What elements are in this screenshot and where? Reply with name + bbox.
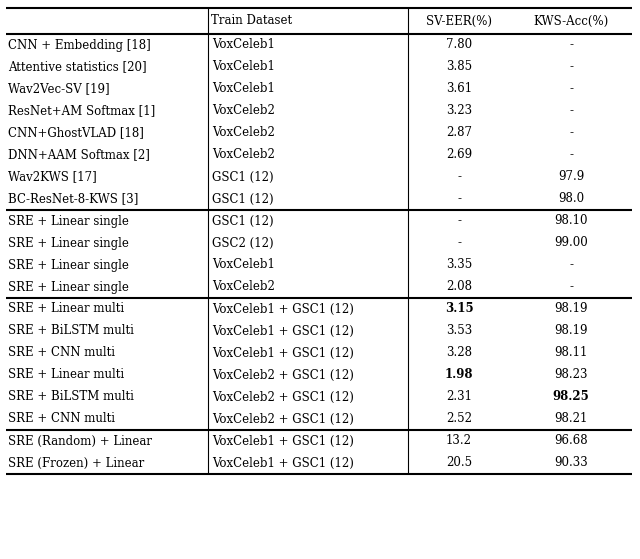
Text: SV-EER(%): SV-EER(%)	[426, 15, 492, 27]
Text: VoxCeleb2 + GSC1 (12): VoxCeleb2 + GSC1 (12)	[212, 391, 354, 404]
Text: SRE + Linear single: SRE + Linear single	[8, 236, 129, 249]
Text: -: -	[569, 149, 573, 162]
Text: VoxCeleb2 + GSC1 (12): VoxCeleb2 + GSC1 (12)	[212, 368, 354, 381]
Text: SRE + Linear single: SRE + Linear single	[8, 215, 129, 228]
Text: 98.25: 98.25	[552, 391, 589, 404]
Text: GSC1 (12): GSC1 (12)	[212, 192, 274, 206]
Text: 98.23: 98.23	[554, 368, 588, 381]
Text: 98.21: 98.21	[554, 413, 588, 425]
Text: 2.87: 2.87	[446, 126, 472, 140]
Text: -: -	[569, 83, 573, 96]
Text: CNN+GhostVLAD [18]: CNN+GhostVLAD [18]	[8, 126, 144, 140]
Text: KWS-Acc(%): KWS-Acc(%)	[533, 15, 609, 27]
Text: -: -	[569, 39, 573, 51]
Text: 3.61: 3.61	[446, 83, 472, 96]
Text: VoxCeleb1 + GSC1 (12): VoxCeleb1 + GSC1 (12)	[212, 325, 354, 338]
Text: 2.69: 2.69	[446, 149, 472, 162]
Text: SRE + CNN multi: SRE + CNN multi	[8, 347, 115, 359]
Text: VoxCeleb1: VoxCeleb1	[212, 39, 275, 51]
Text: SRE (Random) + Linear: SRE (Random) + Linear	[8, 434, 152, 448]
Text: VoxCeleb1: VoxCeleb1	[212, 83, 275, 96]
Text: GSC1 (12): GSC1 (12)	[212, 215, 274, 228]
Text: VoxCeleb1: VoxCeleb1	[212, 60, 275, 73]
Text: -: -	[457, 170, 461, 183]
Text: VoxCeleb1 + GSC1 (12): VoxCeleb1 + GSC1 (12)	[212, 457, 354, 470]
Text: VoxCeleb2: VoxCeleb2	[212, 105, 275, 117]
Text: 1.98: 1.98	[445, 368, 473, 381]
Text: VoxCeleb1 + GSC1 (12): VoxCeleb1 + GSC1 (12)	[212, 302, 354, 315]
Text: Train Dataset: Train Dataset	[211, 15, 292, 27]
Text: -: -	[569, 258, 573, 272]
Text: SRE + Linear multi: SRE + Linear multi	[8, 368, 124, 381]
Text: VoxCeleb1 + GSC1 (12): VoxCeleb1 + GSC1 (12)	[212, 434, 354, 448]
Text: 20.5: 20.5	[446, 457, 472, 470]
Text: GSC2 (12): GSC2 (12)	[212, 236, 274, 249]
Text: -: -	[569, 105, 573, 117]
Text: VoxCeleb2: VoxCeleb2	[212, 149, 275, 162]
Text: 2.31: 2.31	[446, 391, 472, 404]
Text: 3.35: 3.35	[446, 258, 472, 272]
Text: 99.00: 99.00	[554, 236, 588, 249]
Text: -: -	[569, 281, 573, 293]
Text: DNN+AAM Softmax [2]: DNN+AAM Softmax [2]	[8, 149, 150, 162]
Text: CNN + Embedding [18]: CNN + Embedding [18]	[8, 39, 151, 51]
Text: SRE (Frozen) + Linear: SRE (Frozen) + Linear	[8, 457, 144, 470]
Text: VoxCeleb1 + GSC1 (12): VoxCeleb1 + GSC1 (12)	[212, 347, 354, 359]
Text: SRE + Linear single: SRE + Linear single	[8, 258, 129, 272]
Text: 3.85: 3.85	[446, 60, 472, 73]
Text: 97.9: 97.9	[558, 170, 584, 183]
Text: GSC1 (12): GSC1 (12)	[212, 170, 274, 183]
Text: 2.52: 2.52	[446, 413, 472, 425]
Text: SRE + CNN multi: SRE + CNN multi	[8, 413, 115, 425]
Text: SRE + Linear multi: SRE + Linear multi	[8, 302, 124, 315]
Text: VoxCeleb2: VoxCeleb2	[212, 126, 275, 140]
Text: VoxCeleb1: VoxCeleb1	[212, 258, 275, 272]
Text: 3.15: 3.15	[445, 302, 474, 315]
Text: BC-ResNet-8-KWS [3]: BC-ResNet-8-KWS [3]	[8, 192, 138, 206]
Text: Wav2Vec-SV [19]: Wav2Vec-SV [19]	[8, 83, 109, 96]
Text: 7.80: 7.80	[446, 39, 472, 51]
Text: VoxCeleb2 + GSC1 (12): VoxCeleb2 + GSC1 (12)	[212, 413, 354, 425]
Text: SRE + Linear single: SRE + Linear single	[8, 281, 129, 293]
Text: 98.19: 98.19	[554, 325, 588, 338]
Text: 3.28: 3.28	[446, 347, 472, 359]
Text: 90.33: 90.33	[554, 457, 588, 470]
Text: SRE + BiLSTM multi: SRE + BiLSTM multi	[8, 391, 134, 404]
Text: 96.68: 96.68	[554, 434, 588, 448]
Text: 13.2: 13.2	[446, 434, 472, 448]
Text: -: -	[457, 192, 461, 206]
Text: -: -	[457, 236, 461, 249]
Text: ResNet+AM Softmax [1]: ResNet+AM Softmax [1]	[8, 105, 156, 117]
Text: 98.19: 98.19	[554, 302, 588, 315]
Text: -: -	[569, 60, 573, 73]
Text: Wav2KWS [17]: Wav2KWS [17]	[8, 170, 97, 183]
Text: -: -	[457, 215, 461, 228]
Text: 98.0: 98.0	[558, 192, 584, 206]
Text: 3.53: 3.53	[446, 325, 472, 338]
Text: 98.10: 98.10	[554, 215, 588, 228]
Text: 3.23: 3.23	[446, 105, 472, 117]
Text: 98.11: 98.11	[554, 347, 588, 359]
Text: SRE + BiLSTM multi: SRE + BiLSTM multi	[8, 325, 134, 338]
Text: VoxCeleb2: VoxCeleb2	[212, 281, 275, 293]
Text: -: -	[569, 126, 573, 140]
Text: Attentive statistics [20]: Attentive statistics [20]	[8, 60, 147, 73]
Text: 2.08: 2.08	[446, 281, 472, 293]
